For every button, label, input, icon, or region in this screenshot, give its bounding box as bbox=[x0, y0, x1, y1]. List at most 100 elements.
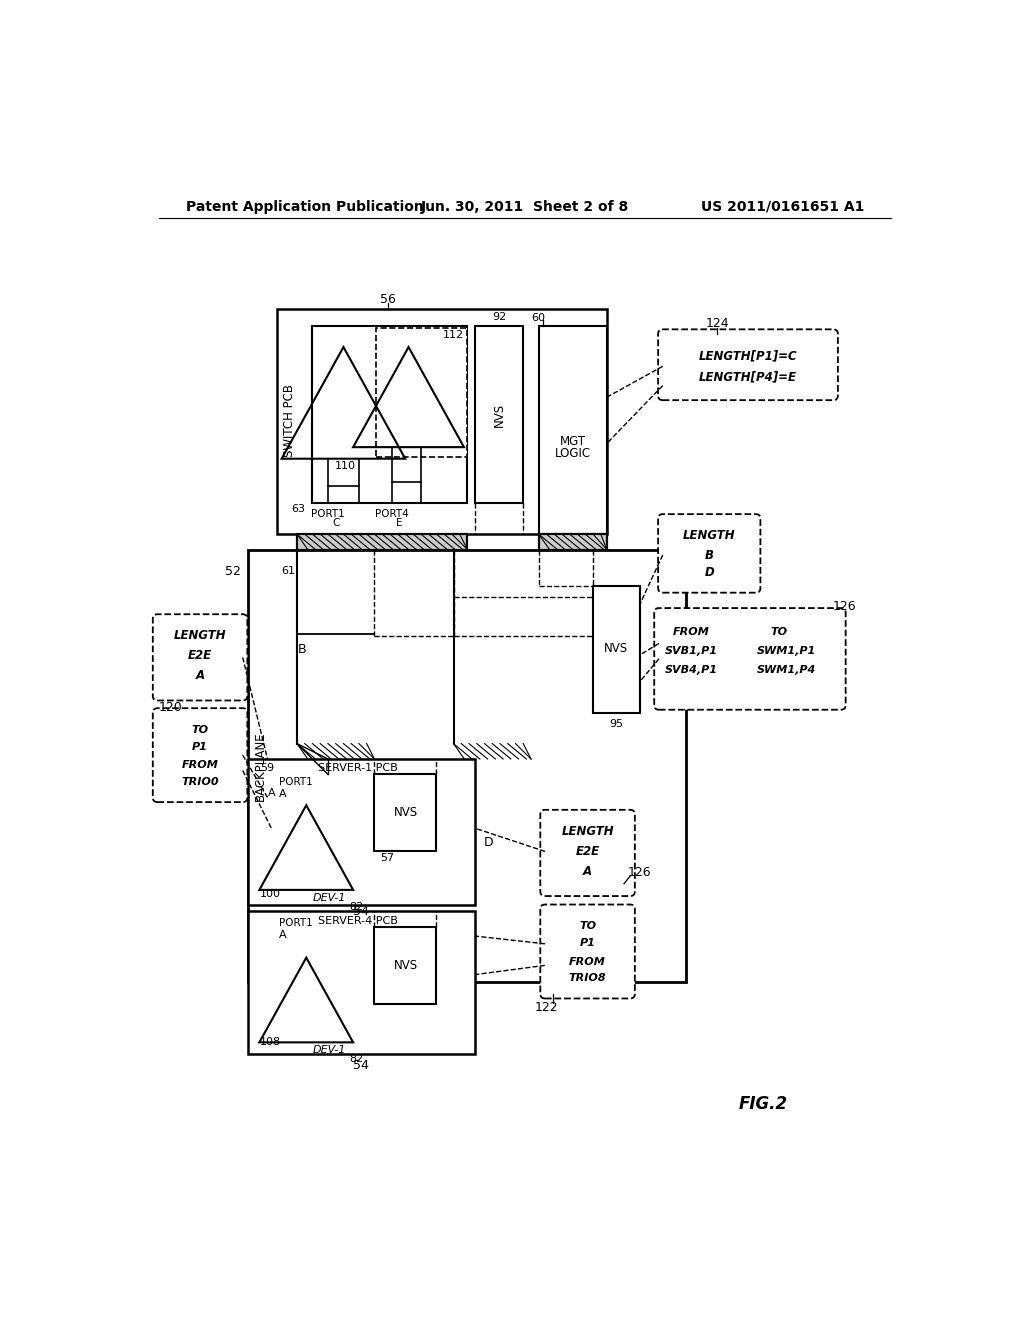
Text: B: B bbox=[705, 549, 714, 562]
Bar bbox=[593, 586, 640, 713]
Bar bbox=[297, 743, 375, 759]
Text: FROM: FROM bbox=[673, 627, 710, 638]
Text: A: A bbox=[279, 788, 286, 799]
Text: PORT4: PORT4 bbox=[375, 510, 409, 519]
Text: LENGTH: LENGTH bbox=[683, 529, 735, 543]
Text: BACKPLANE: BACKPLANE bbox=[254, 731, 267, 801]
Text: SWITCH PCB: SWITCH PCB bbox=[283, 384, 296, 458]
Text: 122: 122 bbox=[535, 1001, 558, 1014]
Text: FROM: FROM bbox=[569, 957, 606, 966]
Text: 61: 61 bbox=[282, 566, 296, 576]
Bar bbox=[375, 775, 436, 851]
Text: DEV-1: DEV-1 bbox=[312, 892, 346, 903]
Text: SWM1,P4: SWM1,P4 bbox=[757, 665, 816, 676]
Text: Patent Application Publication: Patent Application Publication bbox=[186, 199, 424, 214]
Text: 120: 120 bbox=[159, 701, 182, 714]
Bar bbox=[297, 535, 467, 549]
Text: B: B bbox=[298, 643, 306, 656]
Text: A: A bbox=[267, 788, 275, 797]
Text: NVS: NVS bbox=[493, 403, 506, 426]
Text: 112: 112 bbox=[443, 330, 464, 341]
Text: 54: 54 bbox=[352, 906, 369, 917]
Text: NVS: NVS bbox=[604, 643, 629, 656]
Text: NVS: NVS bbox=[393, 807, 418, 820]
Text: 82: 82 bbox=[349, 1055, 364, 1064]
Text: 59: 59 bbox=[260, 763, 274, 774]
Text: MGT: MGT bbox=[560, 436, 586, 449]
Text: DEV-1: DEV-1 bbox=[312, 1045, 346, 1055]
Bar bbox=[297, 743, 375, 759]
Text: A: A bbox=[196, 669, 205, 682]
Text: SERVER-4 PCB: SERVER-4 PCB bbox=[317, 916, 397, 925]
Text: D: D bbox=[483, 836, 494, 849]
Text: 92: 92 bbox=[493, 312, 506, 322]
Text: A: A bbox=[279, 929, 286, 940]
Bar bbox=[454, 743, 531, 759]
Text: C: C bbox=[332, 517, 339, 528]
Text: PORT1: PORT1 bbox=[280, 777, 313, 787]
Text: LENGTH: LENGTH bbox=[561, 825, 613, 838]
Text: E2E: E2E bbox=[575, 845, 600, 858]
Text: SWM1,P1: SWM1,P1 bbox=[757, 647, 816, 656]
Text: 60: 60 bbox=[531, 313, 546, 323]
Text: TO: TO bbox=[579, 921, 596, 931]
Bar bbox=[539, 535, 607, 549]
Text: 54: 54 bbox=[352, 1059, 369, 1072]
Bar bbox=[539, 326, 607, 535]
FancyBboxPatch shape bbox=[658, 515, 761, 593]
FancyBboxPatch shape bbox=[541, 904, 635, 998]
Text: 124: 124 bbox=[706, 317, 729, 330]
Text: PORT1: PORT1 bbox=[280, 917, 313, 928]
Text: LOGIC: LOGIC bbox=[555, 446, 591, 459]
Text: 57: 57 bbox=[381, 853, 394, 862]
Bar bbox=[376, 327, 467, 457]
FancyBboxPatch shape bbox=[658, 330, 838, 400]
Text: D: D bbox=[705, 566, 714, 579]
Text: 126: 126 bbox=[628, 866, 651, 879]
FancyBboxPatch shape bbox=[153, 614, 248, 701]
Text: Jun. 30, 2011  Sheet 2 of 8: Jun. 30, 2011 Sheet 2 of 8 bbox=[421, 199, 629, 214]
Text: US 2011/0161651 A1: US 2011/0161651 A1 bbox=[700, 199, 864, 214]
Text: 56: 56 bbox=[380, 293, 395, 306]
Text: FIG.2: FIG.2 bbox=[739, 1096, 788, 1113]
Text: E2E: E2E bbox=[188, 649, 212, 663]
FancyBboxPatch shape bbox=[541, 810, 635, 896]
Text: P1: P1 bbox=[193, 742, 208, 751]
Bar bbox=[276, 309, 607, 535]
Text: 63: 63 bbox=[292, 504, 305, 513]
Bar bbox=[375, 927, 436, 1003]
Bar bbox=[312, 326, 467, 503]
Bar bbox=[248, 911, 475, 1053]
Text: PORT1: PORT1 bbox=[311, 510, 345, 519]
Text: LENGTH: LENGTH bbox=[174, 630, 226, 643]
Text: LENGTH[P1]=C: LENGTH[P1]=C bbox=[698, 348, 798, 362]
Bar bbox=[248, 549, 686, 982]
Text: TRIO8: TRIO8 bbox=[568, 973, 606, 983]
Bar bbox=[539, 535, 607, 549]
Text: NVS: NVS bbox=[393, 958, 418, 972]
Text: 110: 110 bbox=[335, 462, 355, 471]
Text: TO: TO bbox=[770, 627, 787, 638]
Text: SVB4,P1: SVB4,P1 bbox=[665, 665, 718, 676]
Text: 95: 95 bbox=[609, 719, 624, 730]
Text: 52: 52 bbox=[224, 565, 241, 578]
Text: P1: P1 bbox=[580, 939, 596, 948]
Bar bbox=[454, 743, 531, 759]
FancyBboxPatch shape bbox=[654, 609, 846, 710]
Text: SERVER-1 PCB: SERVER-1 PCB bbox=[317, 763, 397, 774]
Text: A: A bbox=[583, 865, 592, 878]
Text: 108: 108 bbox=[260, 1038, 281, 1047]
Bar bbox=[475, 326, 523, 503]
Text: TRIO0: TRIO0 bbox=[181, 777, 219, 787]
Text: E: E bbox=[396, 517, 402, 528]
Text: 100: 100 bbox=[260, 888, 281, 899]
Bar bbox=[248, 759, 475, 906]
Text: 82: 82 bbox=[349, 902, 364, 912]
Text: LENGTH[P4]=E: LENGTH[P4]=E bbox=[699, 371, 797, 384]
Text: TO: TO bbox=[191, 725, 209, 735]
Bar bbox=[297, 535, 467, 549]
Text: SVB1,P1: SVB1,P1 bbox=[665, 647, 718, 656]
FancyBboxPatch shape bbox=[153, 708, 248, 803]
Text: 126: 126 bbox=[834, 601, 857, 612]
Text: FROM: FROM bbox=[181, 760, 218, 770]
